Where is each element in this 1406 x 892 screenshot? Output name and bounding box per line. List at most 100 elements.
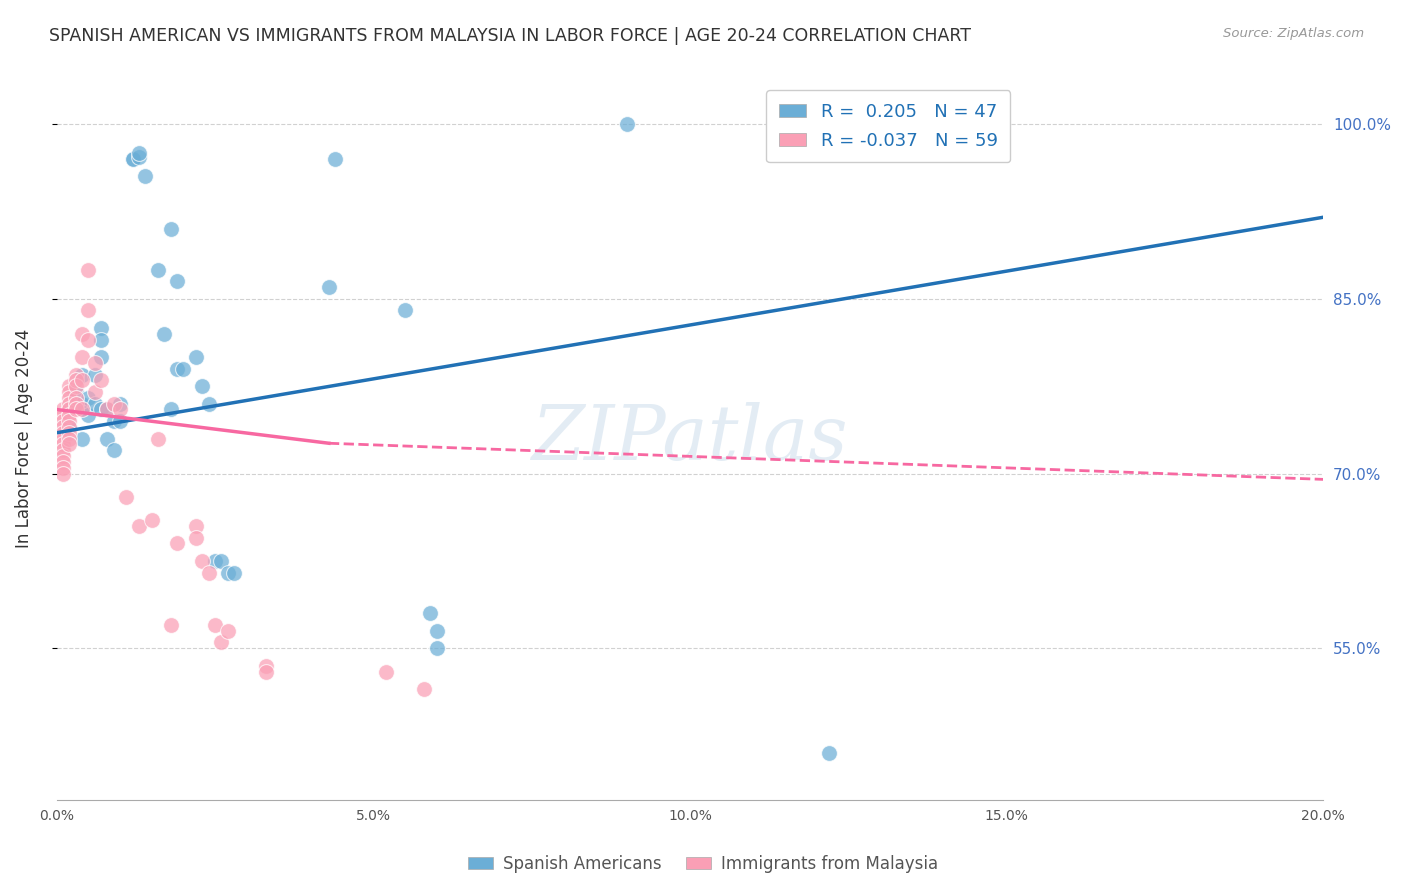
Point [83,356,105,370]
Point [58,402,80,417]
Point [108,414,131,428]
Point [52,432,75,446]
Point [83,368,105,382]
Point [141,513,163,527]
Point [77,303,100,318]
Point [209,554,232,568]
Point [52,402,75,417]
Point [65,368,87,382]
Point [413,682,436,697]
Point [83,397,105,411]
Point [108,397,131,411]
Text: Source: ZipAtlas.com: Source: ZipAtlas.com [1223,27,1364,40]
Point [184,531,207,545]
Point [90,333,112,347]
Point [52,437,75,451]
Point [70,368,93,382]
Point [153,326,176,341]
Point [166,361,188,376]
Point [426,641,449,656]
Point [58,409,80,423]
Point [191,554,214,568]
Point [65,397,87,411]
Point [146,432,169,446]
Point [159,222,181,236]
Point [70,373,93,387]
Point [65,402,87,417]
Point [65,379,87,393]
Point [58,384,80,399]
Point [222,566,245,580]
Point [121,152,143,166]
Legend: Spanish Americans, Immigrants from Malaysia: Spanish Americans, Immigrants from Malay… [461,848,945,880]
Point [103,414,125,428]
Point [96,402,118,417]
Point [90,321,112,335]
Point [197,566,219,580]
Point [65,384,87,399]
Text: SPANISH AMERICAN VS IMMIGRANTS FROM MALAYSIA IN LABOR FORCE | AGE 20-24 CORRELAT: SPANISH AMERICAN VS IMMIGRANTS FROM MALA… [49,27,972,45]
Point [184,519,207,533]
Point [96,402,118,417]
Point [77,391,100,405]
Legend: R =  0.205   N = 47, R = -0.037   N = 59: R = 0.205 N = 47, R = -0.037 N = 59 [766,90,1011,162]
Point [128,150,150,164]
Point [172,361,194,376]
Point [77,262,100,277]
Point [616,117,638,131]
Point [77,409,100,423]
Point [52,414,75,428]
Point [121,152,143,166]
Point [90,402,112,417]
Point [818,746,841,760]
Point [70,326,93,341]
Point [58,391,80,405]
Point [77,333,100,347]
Point [65,373,87,387]
Point [426,624,449,638]
Point [204,554,226,568]
Point [115,490,138,504]
Point [58,402,80,417]
Point [65,391,87,405]
Point [191,379,214,393]
Point [159,402,181,417]
Point [58,425,80,440]
Point [70,397,93,411]
Point [166,536,188,550]
Point [419,607,441,621]
Point [108,402,131,417]
Point [128,519,150,533]
Point [58,420,80,434]
Point [374,665,396,679]
Point [52,443,75,458]
Point [52,409,75,423]
Point [159,618,181,632]
Point [394,303,416,318]
Point [128,146,150,161]
Point [318,280,340,294]
Y-axis label: In Labor Force | Age 20-24: In Labor Force | Age 20-24 [15,329,32,549]
Point [103,397,125,411]
Point [184,350,207,364]
Point [90,373,112,387]
Point [83,384,105,399]
Point [254,665,277,679]
Point [70,432,93,446]
Point [52,467,75,481]
Point [254,658,277,673]
Point [323,152,346,166]
Point [52,425,75,440]
Point [58,432,80,446]
Point [70,402,93,417]
Point [209,635,232,649]
Point [146,262,169,277]
Point [58,437,80,451]
Point [217,566,239,580]
Point [217,624,239,638]
Point [197,397,219,411]
Point [204,618,226,632]
Point [103,443,125,458]
Point [58,379,80,393]
Point [52,420,75,434]
